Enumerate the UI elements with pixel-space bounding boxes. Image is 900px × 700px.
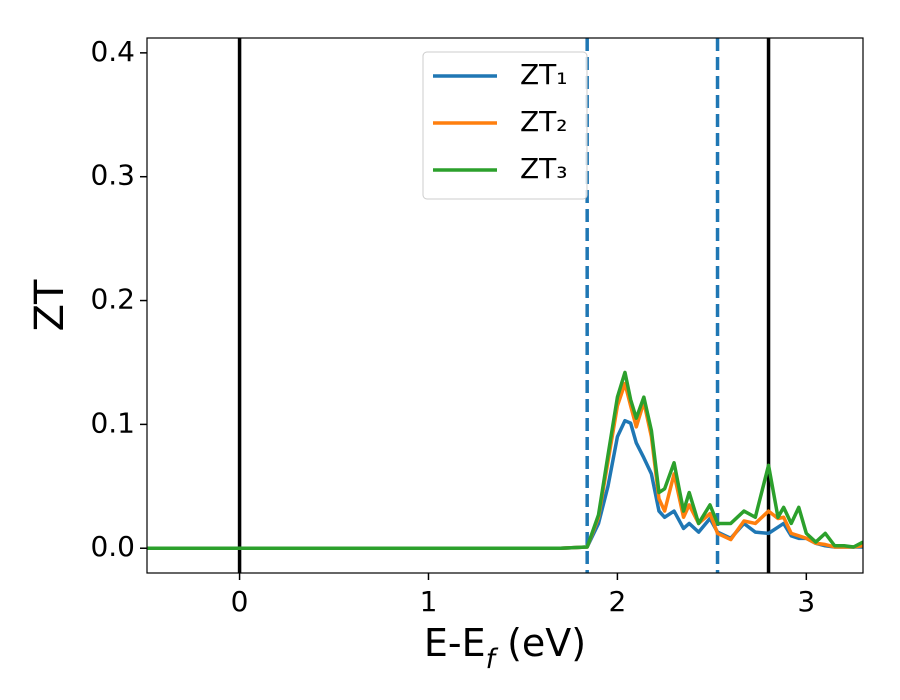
y-tick-label: 0.1: [90, 406, 135, 439]
x-tick-label: 3: [797, 585, 815, 618]
legend-box: [422, 51, 588, 200]
series-line: [147, 418, 863, 550]
y-tick-label: 0.3: [90, 159, 135, 192]
y-tick-label: 0.2: [90, 283, 135, 316]
x-tick-label: 2: [608, 585, 626, 618]
x-tick-label: 1: [420, 585, 438, 618]
y-axis-label: ZT: [27, 279, 73, 331]
legend-label: ZT₁: [520, 58, 568, 91]
legend-label: ZT₃: [520, 152, 568, 185]
y-tick-label: 0.4: [90, 35, 135, 68]
legend-label: ZT₂: [520, 105, 568, 138]
plot-frame: [146, 37, 864, 574]
x-axis-label: E-Ef (eV): [424, 621, 586, 676]
y-tick-label: 0.0: [90, 530, 135, 563]
series-line: [147, 370, 863, 550]
series-line: [147, 381, 863, 550]
x-tick-label: 0: [231, 585, 249, 618]
